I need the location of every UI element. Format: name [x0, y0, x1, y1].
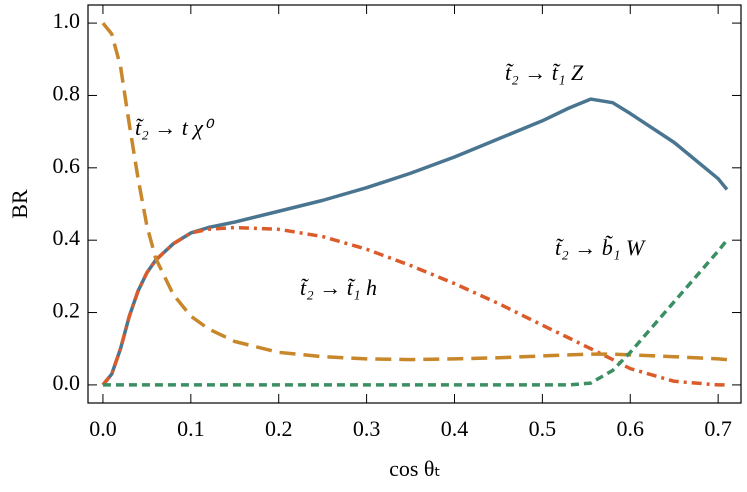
y-tick-label: 0.4 — [53, 225, 81, 250]
x-tick-label: 0.3 — [353, 416, 381, 441]
annotation: t̃₂ → t χ⁰ — [135, 115, 215, 140]
x-tick-label: 0.2 — [265, 416, 293, 441]
y-tick-label: 0.2 — [53, 298, 81, 323]
annotation: t̃₂ → t̃₁ h — [300, 275, 377, 300]
x-tick-label: 0.4 — [441, 416, 469, 441]
annotation: t̃₂ → t̃₁ Z — [505, 60, 584, 85]
y-tick-label: 0.8 — [53, 81, 81, 106]
y-tick-label: 1.0 — [53, 8, 81, 33]
x-tick-label: 0.5 — [529, 416, 557, 441]
x-tick-label: 0.0 — [89, 416, 117, 441]
plot-frame — [87, 4, 742, 404]
y-axis-title: BR — [7, 189, 32, 219]
series-line — [102, 239, 729, 387]
x-tick-label: 0.1 — [177, 416, 205, 441]
y-tick-label: 0.0 — [53, 370, 81, 395]
series-line — [101, 225, 727, 387]
x-tick-label: 0.7 — [704, 416, 732, 441]
series-line — [101, 21, 728, 362]
y-tick-label: 0.6 — [53, 153, 81, 178]
x-axis-title: cos θₜ — [389, 456, 441, 481]
x-tick-label: 0.6 — [617, 416, 645, 441]
annotation: t̃₂ → b̃₁ W — [555, 235, 646, 260]
